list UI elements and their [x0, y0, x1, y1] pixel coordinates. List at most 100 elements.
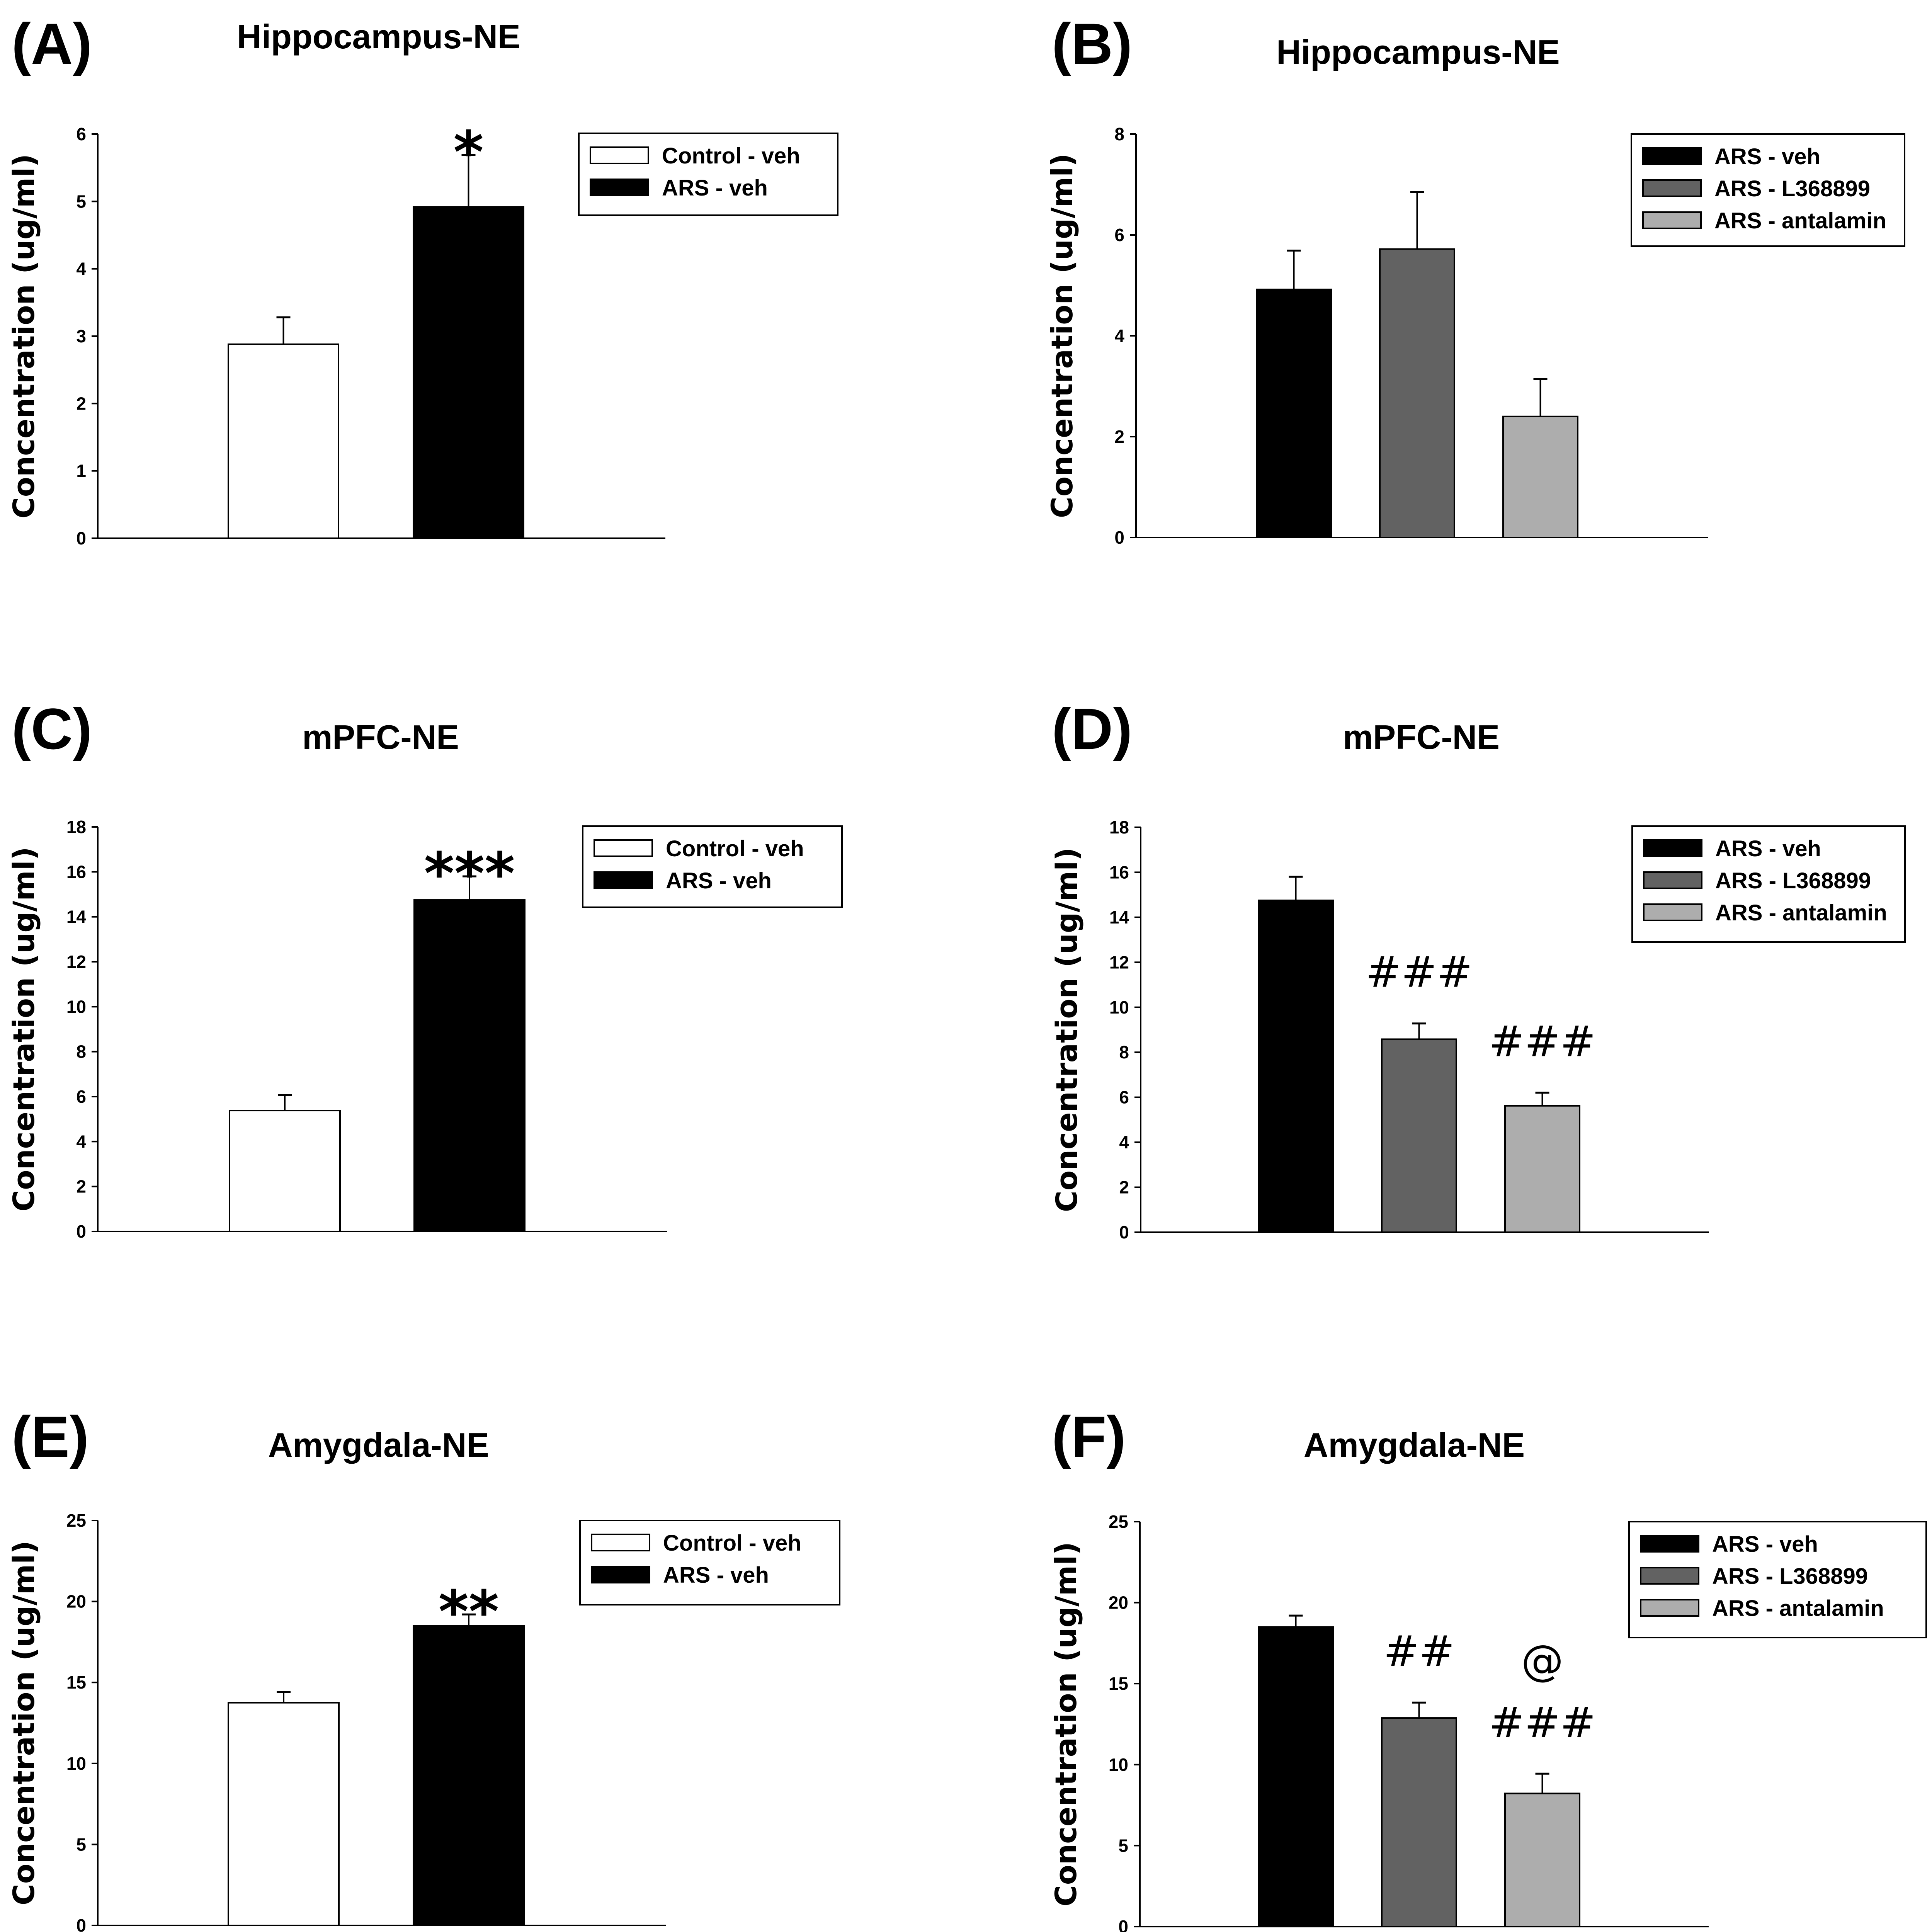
panel-letter: (E) — [12, 1404, 89, 1469]
y-tick-label: 16 — [66, 862, 86, 882]
legend-swatch — [1640, 1535, 1699, 1553]
bar-ars-antalamin — [1502, 415, 1578, 539]
legend-entry: ARS - L368899 — [1715, 868, 1871, 893]
bar-control-veh — [229, 1110, 341, 1232]
y-tick-label: 3 — [76, 326, 86, 346]
y-axis-label: Concentration (ug/ml) — [1049, 847, 1084, 1212]
legend-entry: ARS - veh — [666, 868, 772, 893]
y-tick-label: 2 — [76, 1177, 86, 1197]
legend-swatch — [1642, 179, 1702, 197]
legend-entry: ARS - veh — [1712, 1532, 1818, 1557]
y-tick-label: 2 — [76, 393, 86, 413]
y-tick-label: 12 — [66, 952, 86, 972]
legend-entry: ARS - antalamin — [1715, 900, 1887, 925]
bar-ars-veh — [1256, 288, 1332, 538]
significance-at-sign: @ — [1521, 1636, 1564, 1685]
bar-ars-veh — [413, 206, 524, 539]
significance-asterisks: * — [453, 119, 483, 186]
chart-title: Hippocampus-NE — [237, 17, 520, 56]
panel-f: (F) Amygdala-NE Concentration (ug/ml) 0 5 10 1… — [1049, 1404, 1927, 1932]
y-tick-label: 6 — [1114, 225, 1124, 245]
y-tick-label: 0 — [1118, 1917, 1128, 1932]
bar-ars-l368899 — [1381, 1717, 1457, 1927]
y-tick-label: 18 — [1109, 817, 1129, 837]
legend-swatch — [1643, 903, 1702, 921]
y-axis-label: Concentration (ug/ml) — [7, 847, 41, 1211]
bar-control-veh — [228, 343, 339, 539]
y-tick-label: 4 — [1114, 326, 1124, 346]
legend: Control - veh ARS - veh — [579, 1520, 840, 1605]
panel-e: (E) Amygdala-NE Concentration (ug/ml) 0 5 10 1… — [7, 1404, 840, 1932]
y-tick-label: 0 — [1119, 1222, 1129, 1242]
legend: ARS - veh ARS - L368899 ARS - antalamin — [1631, 133, 1905, 247]
y-tick-label: 10 — [66, 1753, 86, 1774]
legend-entry: Control - veh — [663, 1531, 801, 1556]
legend-swatch — [1643, 839, 1702, 857]
bar-ars-antalamin — [1504, 1105, 1580, 1233]
y-tick-label: 10 — [1109, 1755, 1128, 1775]
y-tick-label: 4 — [76, 259, 86, 279]
y-tick-label: 0 — [76, 528, 86, 548]
bar-control-veh — [228, 1702, 340, 1927]
legend: Control - veh ARS - veh — [578, 133, 838, 216]
y-axis-label: Concentration (ug/ml) — [7, 154, 41, 519]
legend-swatch — [591, 1534, 650, 1551]
legend-entry: Control - veh — [662, 143, 800, 168]
y-tick-label: 12 — [1109, 952, 1129, 972]
panel-b: (B) Hippocampus-NE Concentration (ug/ml) 0 2… — [1045, 11, 1905, 548]
bar-ars-veh — [1258, 900, 1334, 1233]
legend-swatch — [1643, 871, 1702, 889]
y-tick-label: 14 — [66, 907, 87, 927]
y-tick-label: 0 — [76, 1221, 86, 1242]
y-tick-label: 5 — [76, 1834, 86, 1854]
legend-swatch — [594, 871, 653, 889]
legend: Control - veh ARS - veh — [582, 825, 843, 908]
chart-title: Hippocampus-NE — [1276, 33, 1560, 71]
y-tick-label: 18 — [66, 817, 86, 837]
legend-swatch — [1640, 1599, 1699, 1617]
chart-title: mPFC-NE — [302, 718, 459, 756]
panel-letter: (D) — [1052, 696, 1132, 761]
chart-title: Amygdala-NE — [1304, 1426, 1525, 1464]
panel-a: (A) Hippocampus-NE Concentration (ug/ml) 0 1… — [7, 11, 838, 548]
y-tick-label: 6 — [76, 1087, 86, 1107]
y-tick-label: 8 — [1114, 124, 1124, 144]
legend-entry: Control - veh — [666, 836, 804, 861]
legend-swatch — [1642, 147, 1702, 165]
legend-entry: ARS - veh — [1714, 144, 1820, 169]
y-tick-label: 2 — [1114, 427, 1124, 447]
panel-letter: (B) — [1052, 11, 1132, 76]
y-tick-label: 10 — [1109, 997, 1129, 1017]
panel-c: (C) mPFC-NE Concentration (ug/ml) 0 2 4 6 8 10 12… — [7, 696, 843, 1242]
significance-asterisks: ** — [439, 1578, 499, 1646]
legend: ARS - veh ARS - L368899 ARS - antalamin — [1631, 825, 1906, 943]
y-tick-label: 10 — [66, 997, 86, 1017]
legend-swatch — [591, 1566, 650, 1583]
significance-hashes: ## — [1383, 1626, 1454, 1676]
y-axis-label: Concentration (ug/ml) — [1045, 153, 1079, 518]
chart-title: mPFC-NE — [1343, 718, 1500, 756]
bar-ars-antalamin — [1504, 1793, 1580, 1927]
y-axis-label: Concentration (ug/ml) — [7, 1541, 41, 1905]
bar-ars-veh — [413, 1625, 525, 1926]
y-tick-label: 0 — [76, 1915, 86, 1932]
significance-hashes: ### — [1489, 1697, 1596, 1747]
bar-ars-l368899 — [1379, 248, 1455, 538]
panel-d: (D) mPFC-NE Concentration (ug/ml) 0 2 4 6 8 10 12… — [1049, 696, 1906, 1242]
legend-entry: ARS - L368899 — [1714, 176, 1870, 201]
y-tick-label: 16 — [1109, 862, 1129, 882]
legend-entry: ARS - L368899 — [1712, 1564, 1868, 1589]
y-tick-label: 5 — [76, 191, 86, 211]
y-tick-label: 14 — [1109, 907, 1129, 927]
y-tick-label: 4 — [1119, 1132, 1129, 1152]
panel-letter: (C) — [12, 696, 92, 761]
panel-letter: (F) — [1052, 1404, 1126, 1469]
legend: ARS - veh ARS - L368899 ARS - antalamin — [1628, 1521, 1927, 1638]
y-axis-label: Concentration (ug/ml) — [1049, 1542, 1083, 1906]
y-tick-label: 25 — [1109, 1512, 1128, 1532]
panel-letter: (A) — [12, 11, 92, 76]
legend-entry: ARS - antalamin — [1712, 1596, 1884, 1621]
y-tick-label: 15 — [66, 1672, 86, 1692]
y-tick-label: 2 — [1119, 1177, 1129, 1197]
